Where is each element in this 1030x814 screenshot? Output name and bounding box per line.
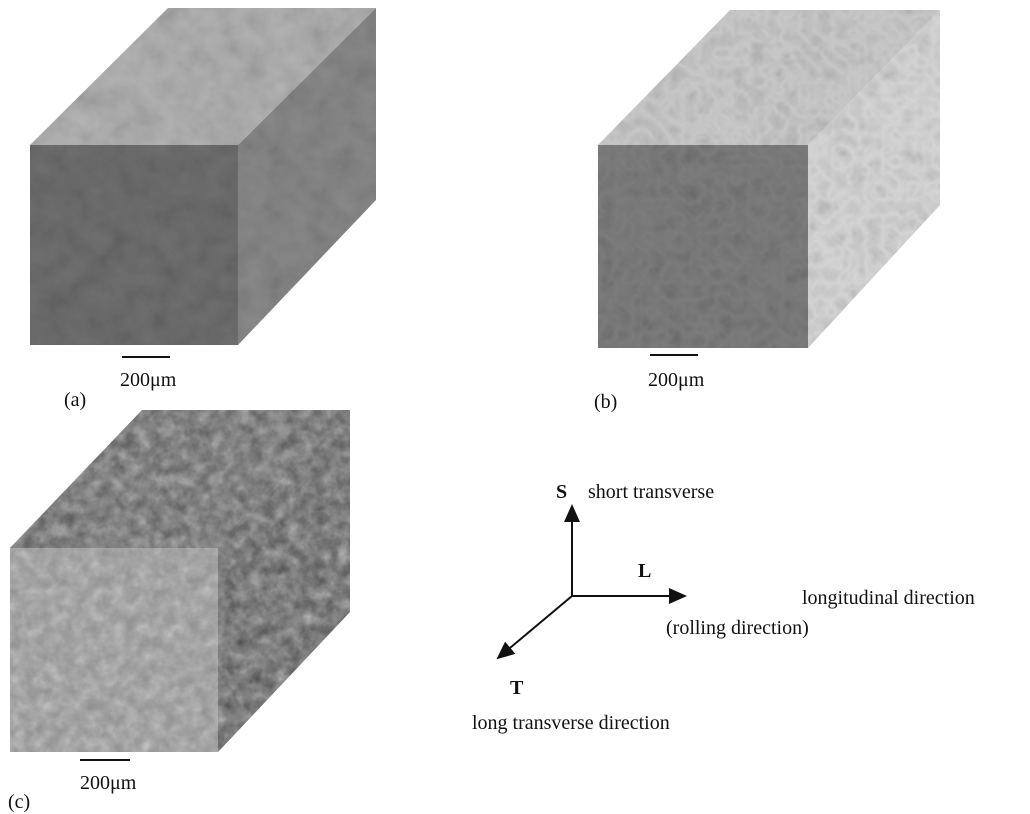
axis-letter: S xyxy=(556,481,567,503)
panel-label: (c) xyxy=(8,791,30,813)
axis-name: long transverse direction xyxy=(472,712,670,734)
panel-label: (a) xyxy=(64,389,86,411)
cube-b xyxy=(598,10,940,348)
axis-name: short transverse xyxy=(588,481,714,503)
figure: 200μm (a) 200μm (b) 200μm (c) S short tr… xyxy=(0,0,1030,814)
cube-a xyxy=(30,8,376,345)
scale-label: 200μm xyxy=(648,369,705,391)
cube-c xyxy=(10,410,350,752)
axis-letter: T xyxy=(510,677,524,699)
axis-letter: L xyxy=(638,560,651,582)
axis-name: longitudinal direction xyxy=(802,587,975,609)
scale-label: 200μm xyxy=(80,772,137,794)
scale-label: 200μm xyxy=(120,369,177,391)
panel-label: (b) xyxy=(594,391,617,413)
axes-diagram xyxy=(498,506,685,658)
axis-note: (rolling direction) xyxy=(666,617,809,639)
